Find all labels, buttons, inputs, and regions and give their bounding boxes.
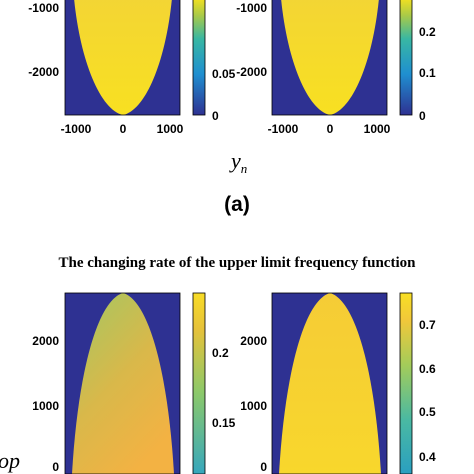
colorbar-b-right [399, 292, 413, 474]
ytick-label: 2000 [240, 334, 267, 348]
colorbar-ramp [399, 0, 413, 116]
xtick-label: 1000 [157, 122, 184, 136]
colorbar-ramp [192, 292, 206, 474]
ytick-label: -1000 [28, 1, 59, 15]
colorbar-ramp [399, 292, 413, 474]
heatmap-b-left [64, 292, 181, 474]
colorbar-tick-label: 0.15 [212, 416, 236, 430]
parabolic-region [74, 0, 172, 115]
colorbar-tick-label: 0.7 [419, 318, 436, 332]
panel-label-a: (a) [224, 193, 250, 216]
colorbar-a-right [399, 0, 413, 116]
x-axis-label-subscript: n [241, 161, 248, 176]
xtick-label: 0 [120, 122, 127, 136]
xtick-label: 0 [327, 122, 334, 136]
panel-b-title: The changing rate of the upper limit fre… [59, 255, 417, 271]
heatmap-a-right [271, 0, 388, 116]
ytick-label: -1000 [236, 1, 267, 15]
colorbar-ramp [192, 0, 206, 116]
parabolic-region [72, 293, 174, 474]
colorbar-tick-label: 0.2 [419, 25, 436, 39]
heatmap-a-left [64, 0, 181, 116]
x-axis-label: yn [229, 148, 247, 176]
ytick-label: -2000 [28, 65, 59, 79]
x-axis-label-base: y [229, 148, 241, 173]
colorbar-tick-label: 0.4 [419, 450, 436, 464]
colorbar-b-left [192, 292, 206, 474]
xtick-label: -1000 [268, 122, 299, 136]
colorbar-tick-label: 0.6 [419, 362, 436, 376]
colorbar-tick-label: 0.05 [212, 67, 236, 81]
colorbar-tick-label: 0 [212, 109, 219, 123]
xtick-label: -1000 [61, 122, 92, 136]
plot-frame [271, 0, 388, 116]
plot-frame [271, 292, 388, 474]
colorbar-tick-label: 0.2 [212, 346, 229, 360]
ytick-label: 1000 [32, 399, 59, 413]
ytick-label: 1000 [240, 399, 267, 413]
xtick-label: 1000 [364, 122, 391, 136]
plot-frame [64, 292, 181, 474]
heatmap-b-right [271, 292, 388, 474]
colorbar-tick-label: 0.5 [419, 405, 436, 419]
plot-frame [64, 0, 181, 116]
ytick-label: 2000 [32, 334, 59, 348]
ytick-label: 0 [52, 460, 59, 474]
parabolic-region [281, 0, 379, 115]
ytick-label: -2000 [236, 65, 267, 79]
colorbar-tick-label: 0.1 [419, 66, 436, 80]
colorbar-tick-label: 0 [419, 109, 426, 123]
parabolic-region [279, 293, 381, 474]
y-axis-label-fragment: op [0, 448, 20, 473]
ytick-label: 0 [260, 460, 267, 474]
colorbar-a-left [192, 0, 206, 116]
